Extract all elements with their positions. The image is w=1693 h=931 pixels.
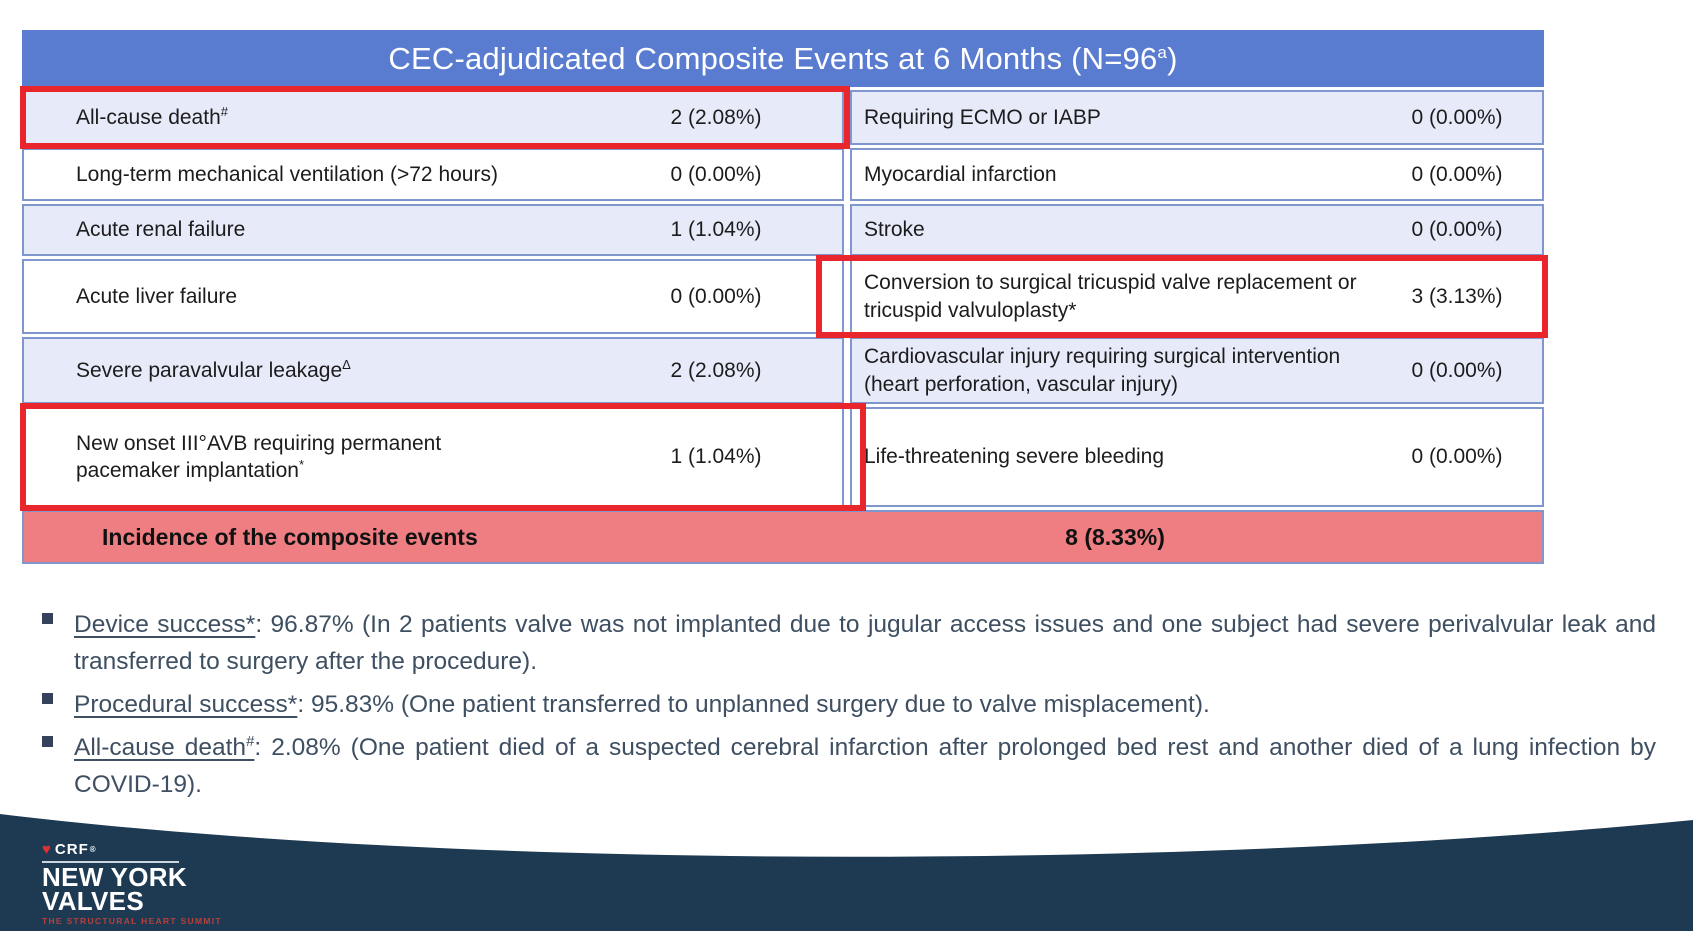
event-value: 0 (0.00%) <box>1411 218 1503 242</box>
highlight-box-pacemaker-implantation <box>20 403 866 511</box>
heart-icon: ♥ <box>42 841 51 858</box>
footer-curve <box>0 814 1693 931</box>
summary-value: 8 (8.33%) <box>1065 523 1165 550</box>
highlight-box-all-cause-death <box>20 86 850 149</box>
table-row: Long-term mechanical ventilation (>72 ho… <box>22 148 1544 201</box>
event-label: Severe paravalvular leakageΔ <box>76 356 351 382</box>
event-value: 1 (1.04%) <box>670 445 762 469</box>
event-label: New onset III°AVB requiring permanent pa… <box>76 431 442 482</box>
event-value: 1 (1.04%) <box>670 218 762 242</box>
summary-row: Incidence of the composite events 8 (8.3… <box>22 510 1544 564</box>
event-value: 2 (2.08%) <box>670 358 762 382</box>
registered-mark: ® <box>89 845 97 854</box>
table-row: Acute renal failure 1 (1.04%) Stroke 0 (… <box>22 204 1544 256</box>
table-row: New onset III°AVB requiring permanent pa… <box>22 407 1544 507</box>
event-label: Acute liver failure <box>76 284 238 308</box>
event-label: Cardiovascular injury requiring surgical… <box>864 345 1341 396</box>
notes-list: Device success*: 96.87% (In 2 patients v… <box>40 600 1656 803</box>
event-value: 0 (0.00%) <box>1411 162 1503 186</box>
note-device-success: Device success*: 96.87% (In 2 patients v… <box>40 600 1656 680</box>
logo-name-line1: NEW YORK <box>42 862 187 892</box>
event-label: Conversion to surgical tricuspid valve r… <box>864 271 1357 322</box>
event-label: Stroke <box>864 218 925 242</box>
note-all-cause-death: All-cause death#: 2.08% (One patient die… <box>40 723 1656 803</box>
table-row: Severe paravalvular leakageΔ 2 (2.08%) C… <box>22 337 1544 404</box>
event-label: All-cause death# <box>76 103 228 129</box>
event-value: 0 (0.00%) <box>1411 358 1503 382</box>
table-title: CEC-adjudicated Composite Events at 6 Mo… <box>22 30 1544 87</box>
logo-divider <box>42 861 179 863</box>
summary-label: Incidence of the composite events <box>102 523 478 550</box>
table-title-suffix: ) <box>1167 40 1178 76</box>
logo-name-line2: VALVES <box>42 886 144 916</box>
highlight-box-conversion-to-surgery <box>816 255 1548 338</box>
new-york-valves-logo: ♥ CRF ® NEW YORK VALVES THE STRUCTURAL H… <box>42 841 222 926</box>
logo-tagline: THE STRUCTURAL HEART SUMMIT <box>42 916 222 926</box>
event-label: Long-term mechanical ventilation (>72 ho… <box>76 162 498 186</box>
event-label: Life-threatening severe bleeding <box>864 445 1165 469</box>
table-title-superscript: a <box>1157 42 1168 62</box>
event-label: Requiring ECMO or IABP <box>864 105 1101 129</box>
event-value: 2 (2.08%) <box>670 105 762 129</box>
table-row: All-cause death# 2 (2.08%) Requiring ECM… <box>22 90 1544 145</box>
event-value: 3 (3.13%) <box>1411 284 1503 308</box>
event-value: 0 (0.00%) <box>1411 105 1503 129</box>
event-value: 0 (0.00%) <box>670 162 762 186</box>
logo-org: CRF <box>54 841 89 858</box>
note-procedural-success: Procedural success*: 95.83% (One patient… <box>40 680 1656 723</box>
table-title-text: CEC-adjudicated Composite Events at 6 Mo… <box>388 40 1158 76</box>
event-label: Acute renal failure <box>76 218 246 242</box>
event-value: 0 (0.00%) <box>670 284 762 308</box>
event-label: Myocardial infarction <box>864 162 1057 186</box>
composite-events-table: CEC-adjudicated Composite Events at 6 Mo… <box>22 30 1544 564</box>
table-row: Acute liver failure 0 (0.00%) Conversion… <box>22 259 1544 334</box>
event-value: 0 (0.00%) <box>1411 445 1503 469</box>
